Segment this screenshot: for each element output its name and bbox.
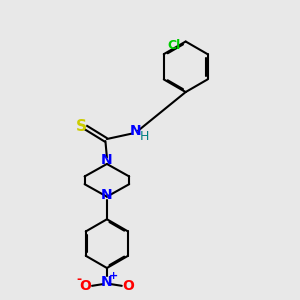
Text: O: O [122,279,134,293]
Text: N: N [101,275,113,289]
Text: H: H [140,130,149,143]
Text: N: N [101,188,113,202]
Text: -: - [76,273,82,286]
Text: +: + [109,271,118,281]
Text: S: S [76,119,86,134]
Text: N: N [101,153,113,167]
Text: O: O [80,279,92,293]
Text: Cl: Cl [167,39,181,52]
Text: N: N [129,124,141,138]
